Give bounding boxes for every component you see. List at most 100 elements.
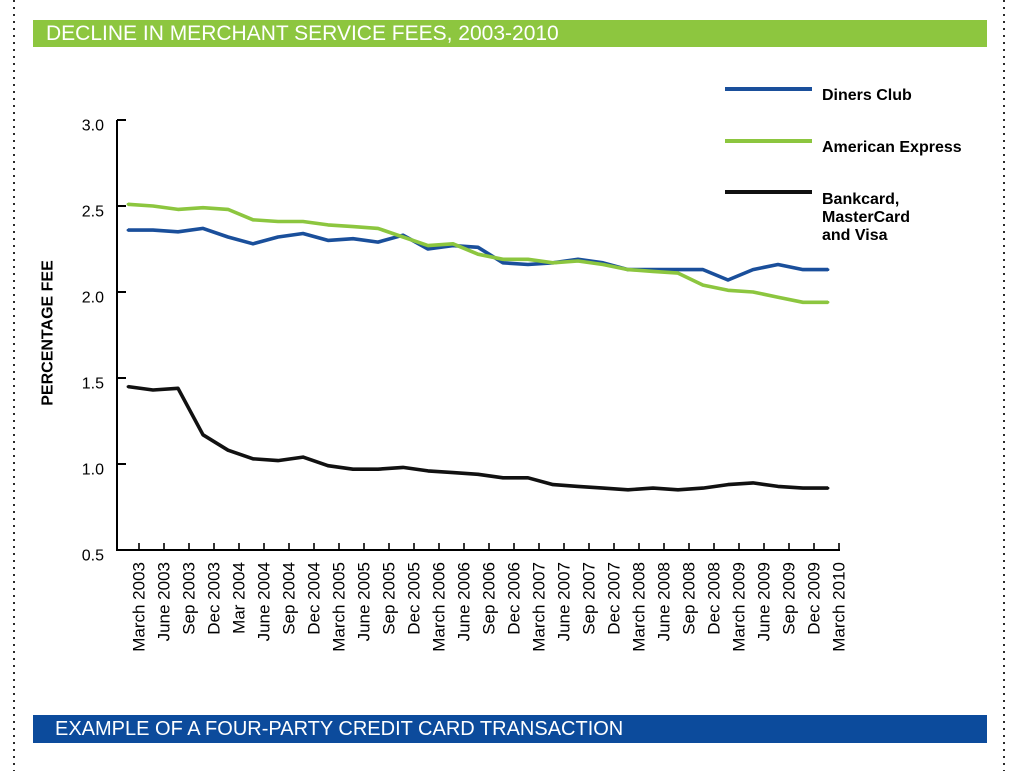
data-point-american-express: [676, 271, 680, 275]
data-point-bankcard-mastercard-and-visa: [551, 483, 555, 486]
data-point-american-express: [801, 300, 805, 304]
x-tick-label: Sep 2007: [580, 562, 599, 635]
data-point-diners-club: [151, 228, 155, 232]
data-point-american-express: [551, 261, 555, 265]
x-tick-label: March 2009: [730, 562, 749, 652]
x-tick-label: Sep 2004: [280, 562, 299, 635]
data-point-american-express: [451, 242, 455, 246]
x-tick-label: Dec 2006: [505, 562, 524, 635]
data-point-bankcard-mastercard-and-visa: [801, 486, 805, 490]
data-point-american-express: [376, 227, 380, 230]
data-point-bankcard-mastercard-and-visa: [576, 485, 580, 488]
x-tick-label: June 2004: [255, 562, 274, 641]
y-tick-label: 1.5: [82, 376, 104, 393]
data-point-american-express: [601, 263, 605, 266]
data-point-diners-club: [426, 247, 430, 251]
data-point-bankcard-mastercard-and-visa: [351, 467, 355, 471]
x-tick-label: Dec 2005: [405, 562, 424, 635]
series-american-express: [126, 202, 830, 305]
legend-swatch-bankcard-mastercard-visa: [725, 190, 812, 194]
data-point-diners-club: [476, 245, 480, 249]
left-dotted-border: [13, 0, 15, 771]
data-point-diners-club: [326, 239, 330, 242]
x-tick-label: March 2005: [330, 562, 349, 652]
data-point-bankcard-mastercard-and-visa: [251, 457, 255, 461]
data-point-bankcard-mastercard-and-visa: [726, 483, 730, 486]
y-axis: 0.5 1.0 1.5 2.0 2.5 3.0: [82, 118, 126, 565]
data-point-diners-club: [351, 237, 355, 241]
data-point-diners-club: [201, 227, 205, 230]
data-point-bankcard-mastercard-and-visa: [451, 471, 455, 474]
data-point-american-express: [276, 220, 280, 223]
data-point-diners-club: [376, 240, 380, 244]
x-tick-label: Sep 2006: [480, 562, 499, 635]
x-tick-label: June 2007: [555, 562, 574, 641]
data-point-bankcard-mastercard-and-visa: [326, 464, 330, 468]
chart-title-bar: DECLINE IN MERCHANT SERVICE FEES, 2003-2…: [33, 20, 987, 47]
x-tick-label: March 2003: [130, 562, 149, 652]
x-tick-label: Dec 2009: [805, 562, 824, 635]
x-tick-label: June 2008: [655, 562, 674, 641]
data-point-american-express: [626, 268, 630, 271]
x-tick-label: June 2003: [155, 562, 174, 641]
y-tick-label: 2.0: [82, 290, 104, 307]
plot-area: [126, 202, 830, 492]
data-point-bankcard-mastercard-and-visa: [176, 386, 180, 390]
data-point-bankcard-mastercard-and-visa: [201, 433, 205, 437]
x-tick-label: March 2007: [530, 562, 549, 652]
data-point-american-express: [126, 202, 130, 206]
data-point-diners-club: [126, 228, 130, 232]
x-tick-label: June 2009: [755, 562, 774, 641]
data-point-american-express: [301, 220, 305, 223]
x-tick-label: June 2006: [455, 562, 474, 641]
data-point-diners-club: [251, 242, 255, 246]
x-tick-label: March 2006: [430, 562, 449, 652]
x-tick-label: Sep 2008: [680, 562, 699, 635]
right-dotted-border: [1003, 0, 1005, 771]
data-point-american-express: [326, 223, 330, 227]
data-point-bankcard-mastercard-and-visa: [301, 455, 305, 459]
x-tick-label: Dec 2008: [705, 562, 724, 635]
data-point-diners-club: [676, 268, 680, 271]
legend-label-bankcard-mastercard-visa: Bankcard, MasterCard and Visa: [822, 191, 911, 244]
data-point-bankcard-mastercard-and-visa: [501, 476, 505, 480]
data-point-american-express: [476, 252, 480, 256]
x-axis: March 2003 June 2003 Sep 2003 Dec 2003 Mar 2…: [116, 543, 849, 652]
y-axis-title: PERCENTAGE FEE: [40, 260, 57, 406]
data-point-american-express: [776, 295, 780, 299]
legend-label-diners-club: Diners Club: [822, 87, 912, 104]
data-point-diners-club: [751, 268, 755, 271]
data-point-diners-club: [276, 235, 280, 239]
data-point-american-express: [201, 206, 205, 210]
x-tick-label: March 2010: [830, 562, 849, 652]
data-point-diners-club: [801, 268, 805, 271]
legend-label-american-express: American Express: [822, 139, 962, 156]
data-point-bankcard-mastercard-and-visa: [826, 486, 830, 490]
y-tick-label: 2.5: [82, 204, 104, 221]
data-point-diners-club: [826, 268, 830, 271]
data-point-diners-club: [726, 278, 730, 282]
y-tick-label: 0.5: [82, 548, 104, 565]
data-point-american-express: [251, 218, 255, 222]
data-point-bankcard-mastercard-and-visa: [651, 486, 655, 490]
data-point-diners-club: [226, 235, 230, 239]
data-point-american-express: [826, 300, 830, 304]
data-point-diners-club: [776, 263, 780, 266]
data-point-bankcard-mastercard-and-visa: [526, 476, 530, 480]
data-point-american-express: [501, 257, 505, 261]
series-bankcard-mastercard-and-visa: [126, 384, 830, 492]
data-point-american-express: [351, 225, 355, 229]
data-point-american-express: [226, 208, 230, 211]
x-tick-label: Mar 2004: [230, 562, 249, 634]
x-tick-label: Dec 2007: [605, 562, 624, 635]
y-tick-label: 3.0: [82, 118, 104, 135]
data-point-bankcard-mastercard-and-visa: [751, 481, 755, 485]
section-heading-bar: EXAMPLE OF A FOUR-PARTY CREDIT CARD TRAN…: [33, 715, 987, 743]
data-point-american-express: [526, 257, 530, 261]
legend-swatch-american-express: [725, 139, 812, 143]
data-point-american-express: [401, 235, 405, 239]
data-point-bankcard-mastercard-and-visa: [601, 486, 605, 490]
y-tick-label: 1.0: [82, 462, 104, 479]
x-tick-label: Dec 2004: [305, 562, 324, 635]
